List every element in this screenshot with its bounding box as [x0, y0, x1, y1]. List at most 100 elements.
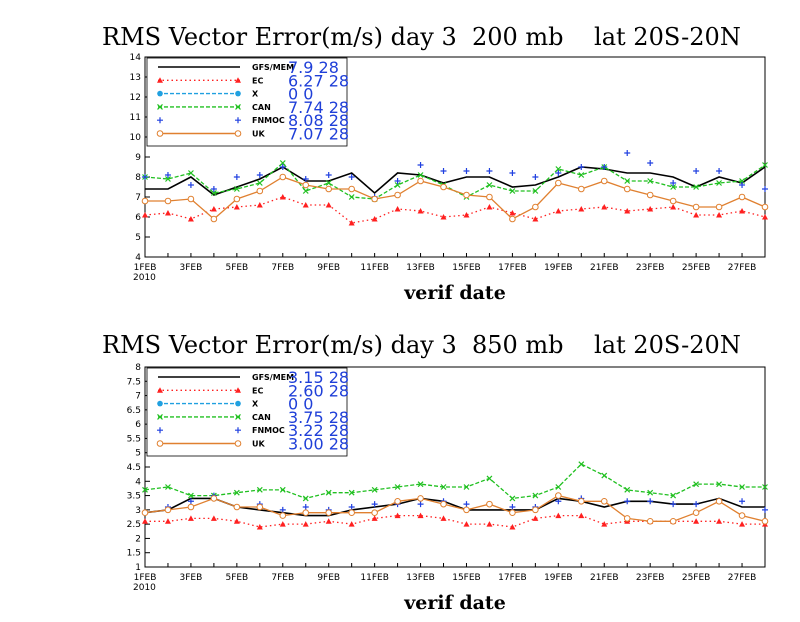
- data-point: [509, 210, 516, 216]
- x-tick-label: 5FEB: [225, 573, 248, 583]
- data-point: [578, 206, 585, 212]
- data-point: [302, 504, 309, 510]
- data-point: [142, 518, 148, 524]
- y-tick-label: 1: [135, 563, 141, 573]
- data-point: [670, 184, 677, 190]
- legend-marker: [157, 400, 163, 407]
- data-point: [739, 178, 745, 184]
- data-point: [417, 512, 424, 519]
- x-tick-label: 23FEB: [636, 573, 665, 583]
- data-point: [417, 172, 424, 178]
- legend-name: EC: [252, 386, 263, 395]
- data-point: [716, 212, 723, 218]
- data-point: [762, 186, 768, 192]
- data-point: [509, 504, 516, 510]
- data-point: [371, 515, 378, 521]
- x-tick-label: 17FEB: [498, 263, 527, 273]
- y-tick-label: 3.5: [127, 492, 141, 502]
- data-point: [256, 503, 264, 511]
- data-point: [142, 174, 148, 180]
- x-tick-label: 19FEB: [544, 263, 573, 273]
- chart-panel-850mb: RMS Vector Error(m/s) day 3 850 mb lat 2…: [102, 331, 769, 614]
- data-point: [624, 178, 631, 184]
- data-point: [624, 150, 631, 156]
- data-point: [279, 164, 286, 170]
- x-tick-label: 15FEB: [452, 263, 481, 273]
- y-tick-label: 7: [135, 193, 141, 203]
- data-point: [142, 486, 148, 493]
- legend-stats: 0 0: [288, 85, 313, 104]
- data-point: [417, 495, 424, 502]
- x-axis: 1FEB 3FEB 5FEB 7FEB 9FEB 11FEB 13FEB 15FEB 17FEB…: [133, 253, 766, 283]
- data-point: [693, 481, 700, 488]
- y-tick-label: 13: [130, 73, 141, 83]
- legend-marker: [235, 400, 241, 407]
- data-point: [486, 204, 493, 210]
- data-point: [325, 180, 332, 186]
- legend-marker: [157, 90, 163, 97]
- data-point: [302, 202, 309, 208]
- legend-entry-fnmoc: FNMOC 8.08 28: [157, 111, 349, 130]
- x-tick-label: 21FEB: [590, 263, 619, 273]
- data-point: [417, 501, 424, 508]
- data-point: [693, 212, 700, 218]
- data-point: [486, 475, 493, 482]
- legend-marker: [235, 117, 241, 124]
- data-point: [509, 495, 516, 502]
- data-point: [187, 195, 195, 203]
- data-point: [762, 162, 768, 168]
- data-point: [325, 172, 332, 178]
- data-point: [371, 501, 378, 508]
- x-tick-label: 27FEB: [728, 263, 757, 273]
- data-point: [509, 509, 516, 517]
- legend-name: CAN: [252, 103, 271, 112]
- y-tick-label: 14: [130, 53, 142, 63]
- data-point: [256, 486, 263, 493]
- data-point: [417, 481, 424, 488]
- data-point: [279, 506, 286, 513]
- data-point: [348, 504, 355, 510]
- legend-box: [146, 57, 348, 147]
- legend-marker: [235, 103, 241, 110]
- legend-name: FNMOC: [252, 426, 285, 435]
- data-point: [463, 506, 470, 514]
- y-tick-label: 2.5: [127, 520, 141, 530]
- y-tick-label: 6: [135, 213, 141, 223]
- data-point: [394, 182, 401, 188]
- x-tick-label: 9FEB: [317, 263, 340, 273]
- series-layer: [141, 150, 769, 226]
- data-point: [325, 509, 333, 517]
- data-point: [509, 170, 516, 176]
- data-point: [578, 512, 585, 519]
- data-point: [325, 489, 332, 496]
- data-point: [394, 512, 401, 519]
- data-point: [188, 170, 194, 176]
- legend-name: UK: [252, 440, 265, 449]
- data-point: [233, 518, 240, 524]
- data-point: [669, 197, 677, 205]
- data-point: [623, 185, 631, 193]
- x-tick-label: 21FEB: [590, 573, 619, 583]
- series-can: [142, 461, 768, 502]
- data-point: [371, 195, 378, 203]
- data-point: [601, 204, 608, 210]
- x-tick-label: 3FEB: [180, 573, 203, 583]
- data-point: [394, 191, 401, 199]
- x-tick-label: 23FEB: [636, 263, 665, 273]
- chart-panel-200mb: RMS Vector Error(m/s) day 3 200 mb lat 2…: [102, 23, 769, 304]
- series-line: [144, 162, 766, 200]
- data-point: [256, 187, 264, 195]
- series-line: [145, 514, 765, 528]
- legend-stats: 3.15 28: [288, 368, 349, 387]
- data-point: [532, 492, 539, 499]
- series-uk: [141, 492, 769, 525]
- data-point: [647, 489, 654, 496]
- y-tick-label: 1.5: [127, 549, 141, 559]
- data-point: [739, 182, 746, 188]
- data-point: [440, 500, 447, 508]
- legend-name: GFS/MEM: [252, 373, 294, 382]
- data-point: [142, 212, 148, 218]
